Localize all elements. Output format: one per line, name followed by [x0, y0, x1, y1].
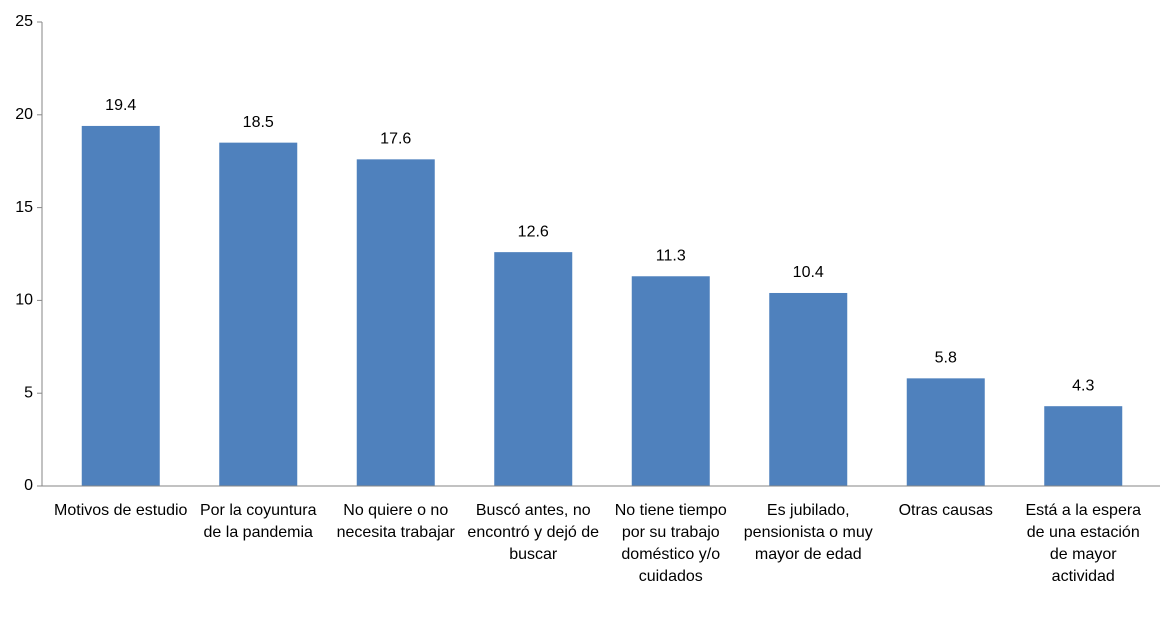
x-tick-label: Otras causas [898, 502, 993, 519]
data-label: 17.6 [380, 131, 411, 148]
y-tick-label: 25 [15, 13, 33, 30]
bar [494, 252, 573, 486]
x-tick-label: Por la coyuntura de la pandemia [199, 502, 317, 541]
x-tick-label: Motivos de estudio [54, 502, 188, 519]
data-label: 5.8 [935, 350, 957, 367]
bar [769, 292, 848, 486]
y-tick-label: 10 [15, 292, 33, 309]
data-label: 10.4 [793, 264, 824, 281]
bar [1044, 406, 1123, 486]
bar [81, 125, 160, 486]
data-label: 11.3 [656, 247, 686, 264]
bar [356, 159, 435, 486]
bar [219, 142, 298, 486]
y-tick-label: 5 [24, 384, 33, 401]
y-tick-label: 15 [15, 199, 33, 216]
x-tick-label: No tiene tiempo por su trabajo doméstico… [614, 502, 727, 585]
data-label: 4.3 [1072, 377, 1094, 394]
x-tick-label: Está a la espera de una estación de mayo… [1025, 502, 1142, 585]
y-tick-label: 0 [24, 477, 33, 494]
bar [906, 378, 985, 486]
data-label: 18.5 [243, 114, 274, 131]
x-tick-label: Buscó antes, no encontró y dejó de busca… [467, 502, 600, 563]
data-label: 19.4 [105, 97, 136, 114]
bar [631, 276, 710, 486]
y-tick-label: 20 [15, 106, 33, 123]
x-tick-label: Es jubilado, pensionista o muy mayor de … [743, 502, 873, 563]
data-label: 12.6 [518, 223, 549, 240]
x-tick-label: No quiere o no necesita trabajar [336, 502, 455, 541]
